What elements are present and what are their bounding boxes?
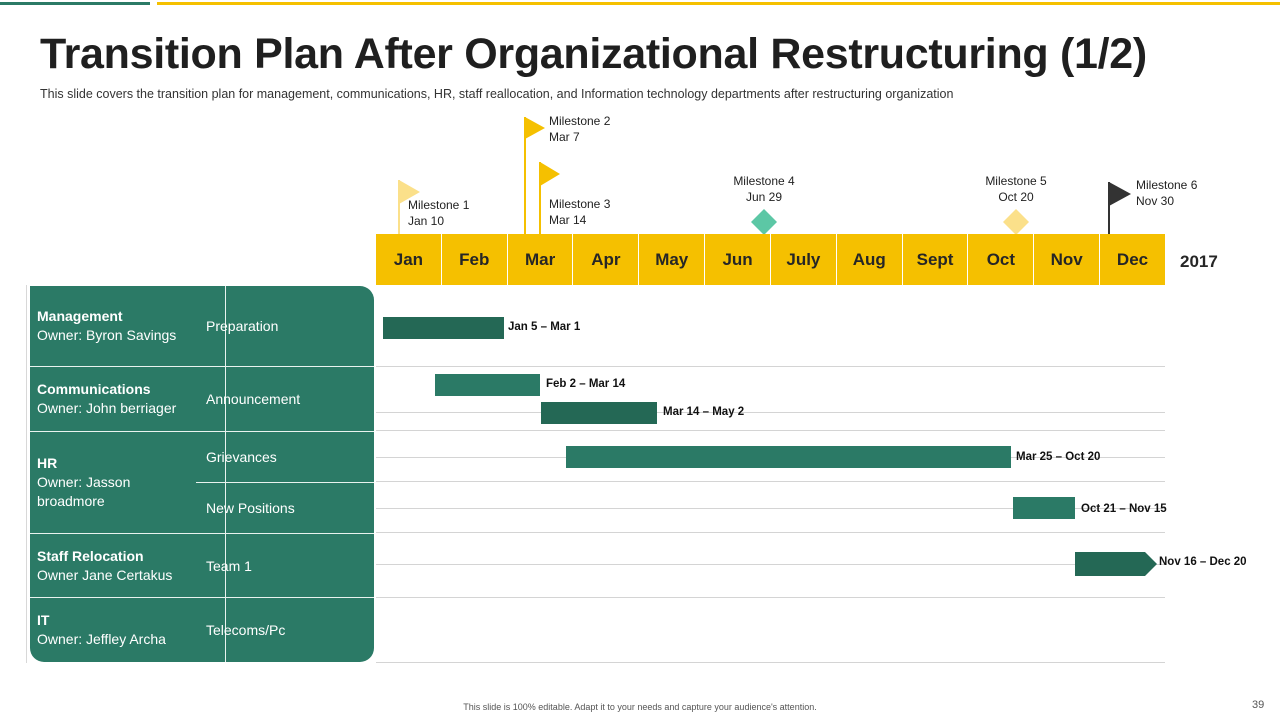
milestone-2-name: Milestone 2 xyxy=(549,114,611,128)
month-jun: Jun xyxy=(705,234,771,285)
grid-line xyxy=(376,662,1165,663)
milestone-1-date: Jan 10 xyxy=(408,214,445,228)
milestone-2-flag-icon xyxy=(524,117,545,236)
gantt-bar-grievances xyxy=(566,446,1011,468)
month-mar: Mar xyxy=(507,234,574,285)
milestone-5-date: Oct 20 xyxy=(998,190,1034,204)
milestone-5-diamond-icon xyxy=(1003,209,1029,235)
task-preparation: Preparation xyxy=(206,318,279,334)
milestone-1-label: Milestone 1 Jan 10 xyxy=(408,197,469,229)
gantt-bar-new-positions xyxy=(1013,497,1075,519)
department-owner: Owner: Jasson broadmore xyxy=(37,474,131,509)
department-owner: Owner Jane Certakus xyxy=(37,566,173,583)
department-name: IT xyxy=(37,612,50,628)
milestone-2-date: Mar 7 xyxy=(549,130,580,144)
top-accent-line-yellow xyxy=(157,2,1280,5)
department-owner: Owner: John berriager xyxy=(37,400,177,416)
row-divider xyxy=(196,482,374,483)
department-name: Communications xyxy=(37,381,151,397)
month-dec: Dec xyxy=(1100,234,1165,285)
month-header: Jan Feb Mar Apr May Jun July Aug Sept Oc… xyxy=(376,234,1165,285)
milestone-6-flag-icon xyxy=(1108,182,1131,236)
slide-subtitle: This slide covers the transition plan fo… xyxy=(40,87,954,101)
gantt-bar-label: Oct 21 – Nov 15 xyxy=(1081,503,1167,515)
milestone-1-name: Milestone 1 xyxy=(408,198,470,212)
milestone-4-name: Milestone 4 xyxy=(733,174,795,188)
milestone-3-label: Milestone 3 Mar 14 xyxy=(549,196,610,228)
department-communications: Communications Owner: John berriager xyxy=(37,367,217,431)
gantt-bar-label: Mar 14 – May 2 xyxy=(663,406,745,418)
department-owner: Owner: Byron Savings xyxy=(37,327,177,343)
milestone-6-date: Nov 30 xyxy=(1136,194,1175,208)
grid-line xyxy=(376,564,1165,565)
gantt-frame xyxy=(26,285,1167,663)
page-number: 39 xyxy=(1252,699,1265,711)
gantt-bar-preparation xyxy=(383,317,504,339)
milestone-3-date: Mar 14 xyxy=(549,213,587,227)
task-team-1: Team 1 xyxy=(206,557,252,574)
gantt-bar-announcement-2 xyxy=(541,402,657,424)
grid-line xyxy=(376,430,1165,431)
month-oct: Oct xyxy=(968,234,1035,285)
month-sep: Sept xyxy=(902,234,969,285)
month-feb: Feb xyxy=(441,234,508,285)
department-staff-relocation: Staff Relocation Owner Jane Certakus xyxy=(37,534,217,597)
row-divider xyxy=(30,366,374,367)
month-jul: July xyxy=(770,234,837,285)
row-divider xyxy=(30,597,374,598)
grid-line xyxy=(376,481,1165,482)
grid-line xyxy=(376,366,1165,367)
gantt-bar-label: Mar 25 – Oct 20 xyxy=(1016,451,1101,463)
month-jan: Jan xyxy=(376,234,442,285)
row-divider xyxy=(30,533,374,534)
department-management: Management Owner: Byron Savings xyxy=(37,286,217,366)
grid-line xyxy=(376,597,1165,598)
milestone-5-label: Milestone 5 Oct 20 xyxy=(966,173,1066,205)
gantt-bar-label: Jan 5 – Mar 1 xyxy=(508,321,581,333)
task-grievances: Grievances xyxy=(206,449,277,465)
milestone-6-name: Milestone 6 xyxy=(1136,178,1198,192)
milestone-1-flag-icon xyxy=(398,180,420,236)
row-divider xyxy=(30,431,374,432)
milestone-3-name: Milestone 3 xyxy=(549,197,611,211)
month-nov: Nov xyxy=(1034,234,1101,285)
department-name: Management xyxy=(37,308,123,324)
month-may: May xyxy=(639,234,706,285)
gantt-bar-label: Nov 16 – Dec 20 xyxy=(1159,556,1247,568)
month-apr: Apr xyxy=(573,234,640,285)
department-it: IT Owner: Jeffley Archa xyxy=(37,598,217,662)
gantt-bar-label: Feb 2 – Mar 14 xyxy=(546,378,626,390)
top-accent-line-teal xyxy=(0,2,150,5)
milestone-4-diamond-icon xyxy=(751,209,777,235)
milestone-5-name: Milestone 5 xyxy=(985,174,1047,188)
grid-line xyxy=(376,412,1165,413)
milestone-4-label: Milestone 4 Jun 29 xyxy=(714,173,814,205)
department-panel: Management Owner: Byron Savings Preparat… xyxy=(30,286,374,662)
milestone-3-flag-icon xyxy=(539,162,560,236)
task-announcement: Announcement xyxy=(206,391,301,407)
department-owner: Owner: Jeffley Archa xyxy=(37,631,166,647)
slide-footer: This slide is 100% editable. Adapt it to… xyxy=(463,702,817,712)
grid-line xyxy=(376,532,1165,533)
milestone-4-date: Jun 29 xyxy=(745,190,783,204)
gantt-bar-team-1 xyxy=(1075,552,1157,576)
month-aug: Aug xyxy=(836,234,903,285)
panel-column-divider xyxy=(225,286,226,662)
department-name: Staff Relocation xyxy=(37,547,144,564)
department-name: HR xyxy=(37,455,58,471)
slide-title: Transition Plan After Organizational Res… xyxy=(40,30,1147,78)
department-hr: HR Owner: Jasson broadmore xyxy=(37,432,217,533)
gantt-bar-announcement-1 xyxy=(435,374,540,396)
milestone-2-label: Milestone 2 Mar 7 xyxy=(549,113,610,145)
task-new-positions: New Positions xyxy=(206,500,295,516)
year-label: 2017 xyxy=(1180,252,1218,271)
milestone-6-label: Milestone 6 Nov 30 xyxy=(1136,177,1197,209)
grid-line xyxy=(376,508,1165,509)
task-telecoms-pc: Telecoms/Pc xyxy=(206,622,286,638)
